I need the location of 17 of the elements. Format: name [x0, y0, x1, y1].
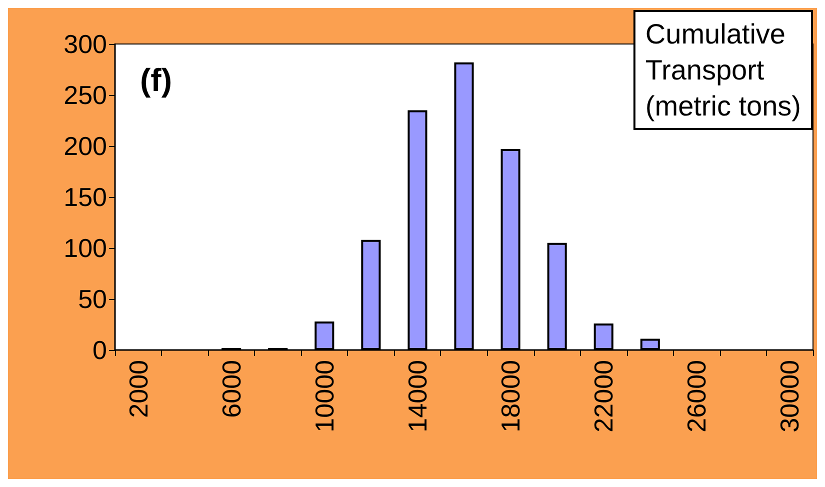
y-tick-label: 250 [64, 80, 107, 110]
y-tick-label: 50 [78, 284, 107, 314]
y-tick-label: 150 [64, 182, 107, 212]
x-tick-label: 26000 [682, 360, 712, 432]
y-tick-label: 200 [64, 131, 107, 161]
x-tick-label: 2000 [123, 360, 154, 418]
x-tick-label: 10000 [309, 360, 340, 432]
x-tick-label: 22000 [588, 360, 619, 432]
x-tick-label: 30000 [774, 360, 805, 432]
y-tick-label: 0 [92, 335, 107, 365]
x-tick-label: 6000 [216, 360, 246, 418]
annotation: (f) [140, 62, 172, 98]
x-tick-label: 14000 [402, 360, 432, 432]
annotation: Cumulative Transport (metric tons) [645, 18, 802, 122]
y-tick-label: 100 [64, 233, 107, 263]
x-tick-label: 18000 [496, 360, 526, 432]
y-tick-label: 300 [64, 29, 107, 59]
